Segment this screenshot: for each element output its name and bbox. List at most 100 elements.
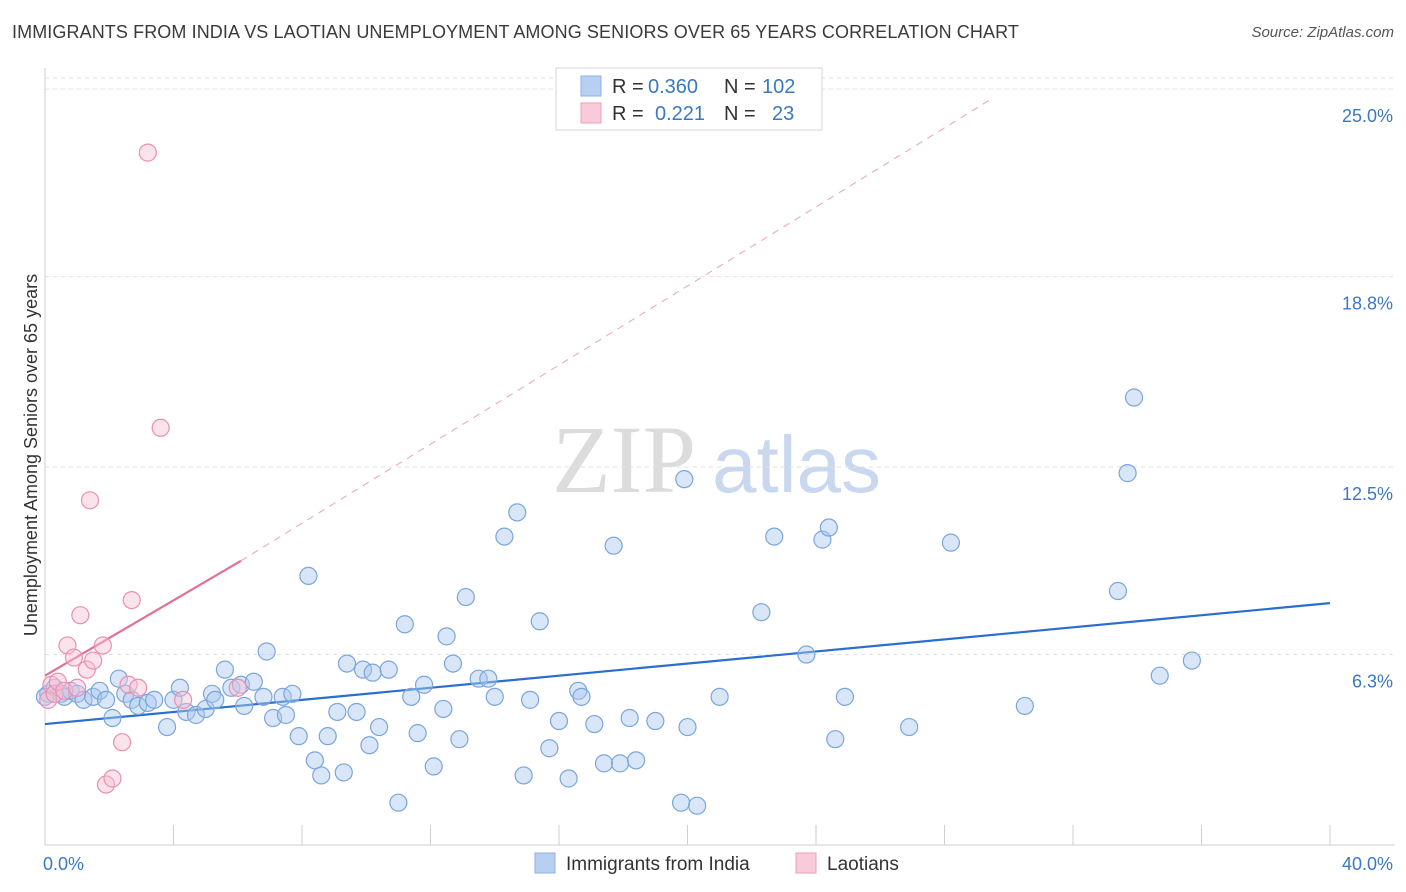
data-point-india bbox=[424, 757, 443, 776]
data-point-india bbox=[389, 793, 408, 812]
y-tick-label: 25.0% bbox=[1342, 106, 1393, 126]
series-legend: Immigrants from India Laotians bbox=[534, 852, 899, 875]
data-point-india bbox=[305, 751, 324, 770]
data-point-india bbox=[620, 708, 639, 728]
data-point-india bbox=[312, 766, 331, 785]
data-point-india bbox=[594, 754, 614, 773]
data-point-laotians bbox=[84, 651, 103, 670]
data-point-india bbox=[941, 533, 961, 552]
data-point-india bbox=[318, 727, 337, 746]
data-point-laotians bbox=[112, 733, 132, 752]
data-point-india bbox=[495, 527, 514, 546]
data-point-india bbox=[646, 711, 665, 731]
data-point-india bbox=[157, 717, 177, 737]
data-point-india bbox=[514, 766, 533, 785]
data-point-india bbox=[765, 527, 784, 546]
data-point-laotians bbox=[138, 143, 157, 162]
data-point-india bbox=[540, 739, 559, 758]
data-point-laotians bbox=[71, 606, 90, 625]
data-point-india bbox=[508, 503, 527, 522]
data-point-india bbox=[334, 763, 353, 782]
data-point-india bbox=[395, 615, 414, 634]
data-point-laotians bbox=[174, 690, 193, 709]
data-point-india bbox=[549, 711, 569, 731]
data-point-laotians bbox=[129, 678, 148, 697]
data-point-india bbox=[797, 645, 816, 664]
data-point-laotians bbox=[64, 648, 84, 667]
data-point-india bbox=[103, 708, 122, 728]
data-point-india bbox=[145, 690, 164, 709]
data-point-india bbox=[1124, 388, 1144, 407]
series-legend-swatch-india bbox=[534, 852, 556, 874]
legend-n-value-india: 102 bbox=[762, 76, 795, 98]
y-axis-label: Unemployment Among Seniors over 65 years bbox=[21, 274, 41, 636]
data-point-india bbox=[450, 730, 469, 749]
data-point-india bbox=[520, 690, 540, 709]
data-point-india bbox=[469, 669, 488, 688]
legend-n-label-laotians: N = bbox=[724, 103, 756, 125]
correlation-legend: R = 0.360 N = 102 R = 0.221 N = 23 bbox=[555, 67, 823, 131]
data-point-india bbox=[1182, 651, 1201, 670]
series-legend-label-laotians: Laotians bbox=[827, 854, 899, 875]
data-point-india bbox=[752, 603, 771, 622]
data-point-laotians bbox=[48, 672, 67, 691]
data-point-india bbox=[835, 687, 855, 706]
data-point-india bbox=[572, 687, 591, 706]
data-point-laotians bbox=[93, 636, 112, 655]
trend-line-1 bbox=[44, 559, 242, 677]
watermark-zip: ZIP bbox=[552, 406, 696, 513]
chart-title: IMMIGRANTS FROM INDIA VS LAOTIAN UNEMPLO… bbox=[12, 22, 1019, 42]
legend-r-value-india: 0.360 bbox=[648, 76, 698, 98]
data-point-laotians bbox=[68, 678, 87, 697]
legend-n-label-india: N = bbox=[724, 76, 756, 98]
data-point-india bbox=[585, 714, 604, 734]
y-tick-label: 18.8% bbox=[1342, 294, 1393, 314]
data-point-india bbox=[257, 642, 276, 661]
data-point-india bbox=[299, 566, 318, 586]
axis-ticks: 6.3% 12.5% 18.8% 25.0% 0.0% 40.0% bbox=[43, 106, 1393, 874]
data-point-india bbox=[328, 702, 347, 722]
data-point-india bbox=[434, 699, 453, 719]
data-point-india bbox=[283, 684, 302, 703]
series-legend-swatch-laotians bbox=[795, 852, 817, 874]
data-point-india bbox=[456, 587, 475, 607]
gridlines bbox=[45, 77, 1395, 656]
data-point-india bbox=[819, 518, 838, 537]
data-point-india bbox=[1015, 696, 1034, 716]
data-point-india bbox=[370, 717, 389, 737]
legend-r-value-laotians: 0.221 bbox=[655, 103, 705, 125]
legend-n-value-laotians: 23 bbox=[772, 103, 794, 125]
data-point-india bbox=[437, 627, 456, 646]
data-point-india bbox=[347, 702, 366, 722]
data-point-india bbox=[826, 730, 845, 749]
data-point-india bbox=[1108, 581, 1128, 601]
data-point-india bbox=[360, 736, 379, 755]
axes bbox=[44, 68, 1395, 846]
data-point-india bbox=[610, 754, 630, 773]
legend-swatch-laotians bbox=[580, 102, 602, 124]
data-point-india bbox=[379, 660, 398, 679]
data-point-india bbox=[276, 705, 296, 725]
data-point-india bbox=[337, 654, 357, 673]
data-point-laotians bbox=[103, 769, 122, 788]
data-point-india bbox=[485, 687, 504, 706]
x-tick-label: 40.0% bbox=[1342, 854, 1393, 874]
data-point-india bbox=[604, 536, 623, 555]
chart-source: Source: ZipAtlas.com bbox=[1251, 24, 1394, 41]
data-point-india bbox=[678, 717, 697, 737]
data-point-india bbox=[1150, 666, 1169, 685]
data-point-india bbox=[186, 705, 206, 725]
legend-swatch-india bbox=[580, 75, 602, 97]
data-point-india bbox=[206, 690, 225, 709]
data-point-india bbox=[688, 796, 707, 815]
data-point-india bbox=[96, 690, 116, 709]
data-points bbox=[35, 143, 1201, 815]
data-point-laotians bbox=[77, 660, 96, 679]
data-point-india bbox=[402, 687, 421, 706]
data-point-india bbox=[109, 669, 128, 688]
data-point-india bbox=[363, 663, 382, 682]
data-point-india bbox=[479, 669, 498, 688]
data-point-india bbox=[90, 681, 109, 700]
legend-r-label-india: R = bbox=[612, 76, 644, 98]
